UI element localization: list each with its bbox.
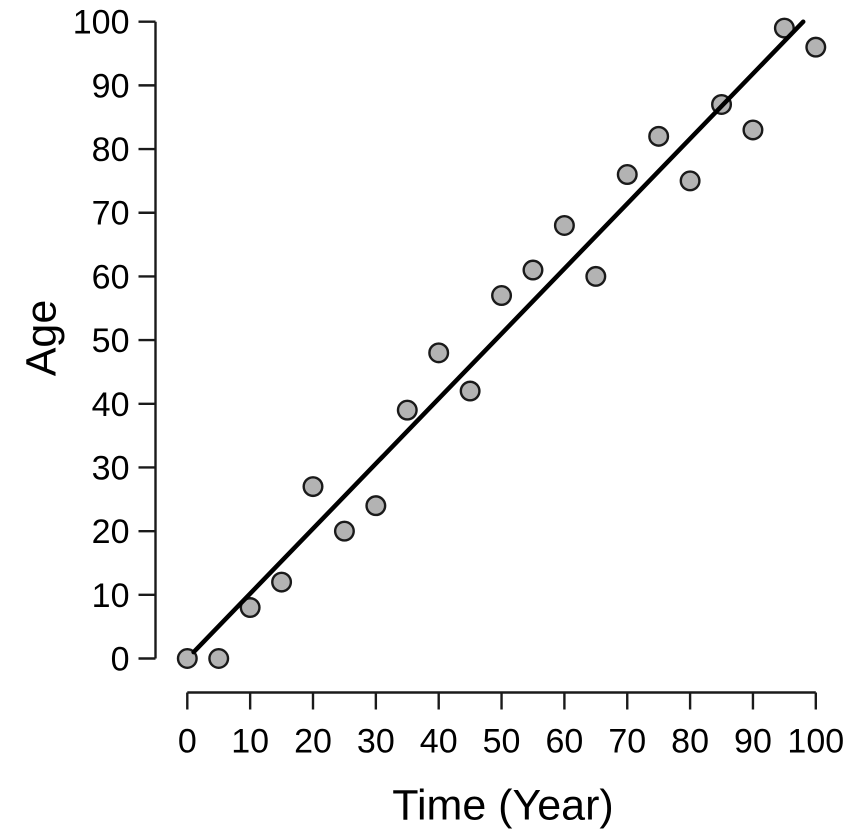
data-point: [208, 648, 230, 670]
data-point: [333, 520, 355, 542]
data-point: [239, 597, 261, 619]
x-tick-label: 20: [294, 723, 332, 761]
y-tick-label: 90: [92, 67, 130, 105]
data-point: [742, 119, 764, 141]
data-point: [396, 399, 418, 421]
data-point: [522, 259, 544, 281]
y-tick-label: 40: [92, 386, 130, 424]
x-tick-label: 50: [483, 723, 521, 761]
y-tick-label: 10: [92, 577, 130, 615]
data-point: [176, 648, 198, 670]
y-tick-label: 20: [92, 513, 130, 551]
x-axis-title: Time (Year): [392, 781, 614, 830]
data-point: [648, 125, 670, 147]
data-point: [805, 36, 827, 58]
data-point: [491, 285, 513, 307]
y-tick-label: 60: [92, 258, 130, 296]
data-point: [459, 380, 481, 402]
x-tick-label: 70: [608, 723, 646, 761]
y-tick-label: 30: [92, 449, 130, 487]
y-tick-label: 50: [92, 322, 130, 360]
data-point: [585, 265, 607, 287]
y-tick-label: 100: [73, 4, 130, 42]
y-tick-label: 80: [92, 131, 130, 169]
x-tick-label: 10: [231, 723, 269, 761]
fit-line: [191, 19, 806, 655]
x-tick-label: 80: [671, 723, 709, 761]
x-tick-label: 0: [178, 723, 197, 761]
data-point: [553, 214, 575, 236]
x-tick-label: 100: [787, 723, 844, 761]
data-point: [679, 170, 701, 192]
data-point: [428, 342, 450, 364]
y-tick-label: 0: [111, 641, 130, 679]
data-point: [365, 495, 387, 517]
data-point: [773, 17, 795, 39]
x-tick-label: 30: [357, 723, 395, 761]
data-point: [616, 164, 638, 186]
x-tick-label: 40: [420, 723, 458, 761]
x-tick-label: 90: [734, 723, 772, 761]
x-tick-label: 60: [545, 723, 583, 761]
data-point: [302, 476, 324, 498]
data-point: [271, 571, 293, 593]
y-tick-label: 70: [92, 195, 130, 233]
y-axis-title: Age: [17, 299, 66, 377]
